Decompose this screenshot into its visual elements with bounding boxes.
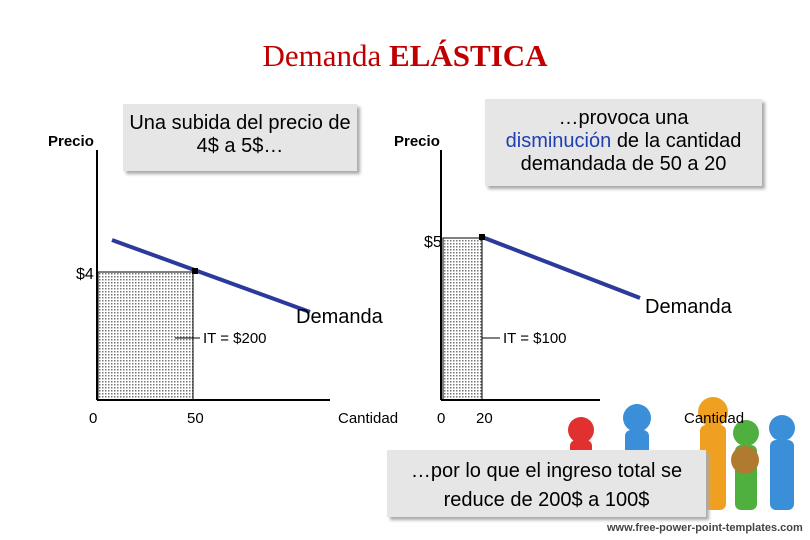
callout-text: …provoca una — [558, 107, 689, 129]
callout-highlight: disminución — [505, 130, 612, 152]
revenue-area — [442, 237, 483, 401]
callout-text: de la cantidad demandada de 50 a 20 — [520, 130, 742, 175]
conclusion: …por lo que el ingreso total se reduce d… — [387, 450, 706, 517]
demand-curve — [481, 235, 641, 300]
origin-label: 0 — [437, 410, 446, 427]
revenue-label: IT = $200 — [203, 330, 267, 347]
title: Demanda ELÁSTICA — [0, 38, 810, 74]
revenue-area — [97, 271, 194, 401]
point — [479, 234, 485, 240]
origin-label: 0 — [89, 410, 98, 427]
curve-label: Demanda — [296, 306, 383, 328]
y-label: Precio — [394, 133, 440, 150]
callout: …provoca una disminución de la cantidad d… — [485, 99, 762, 186]
x-label: Cantidad — [684, 410, 745, 427]
x-label: Cantidad — [338, 410, 399, 427]
point — [192, 268, 198, 274]
quantity-label: 20 — [476, 410, 493, 427]
curve-label: Demanda — [645, 296, 732, 318]
callout: Una subida del precio de 4$ a 5$… — [123, 104, 357, 171]
title-bold: ELÁSTICA — [389, 38, 548, 73]
title-text: Demanda — [262, 38, 382, 73]
price-label: $4 — [76, 266, 94, 283]
y-label: Precio — [48, 133, 94, 150]
price-label: $5 — [424, 234, 442, 251]
demand-curve — [111, 238, 311, 314]
revenue-label: IT = $100 — [503, 330, 567, 347]
watermark: www.free-power-point-templates.com — [607, 522, 803, 534]
quantity-label: 50 — [187, 410, 204, 427]
